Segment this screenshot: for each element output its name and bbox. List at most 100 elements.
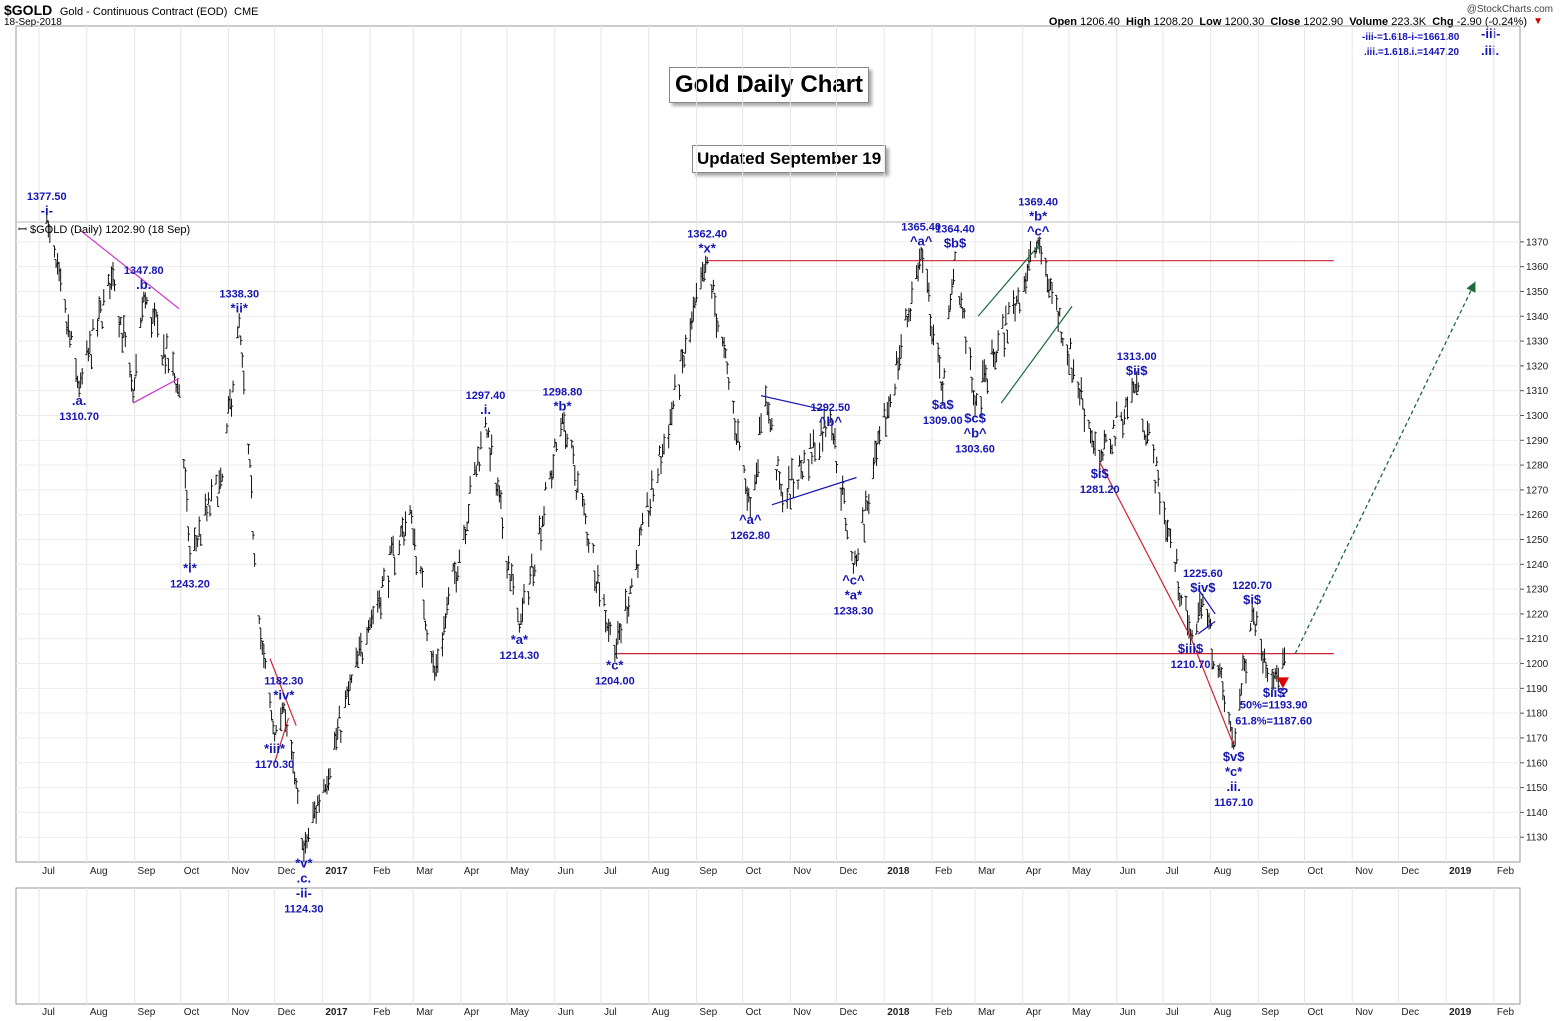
ohlc-bar [630, 578, 634, 589]
ohlc-bar [263, 657, 267, 669]
ohlc-bar [790, 457, 794, 481]
ohlc-bar [306, 827, 311, 842]
ohlc-bar [1044, 257, 1048, 277]
ohlc-bar [861, 507, 865, 523]
ohlc-bar [673, 374, 677, 390]
ohlc-bar [834, 461, 839, 474]
wave-label: ^b^ [963, 426, 987, 441]
ohlc-bar [1270, 668, 1274, 691]
y-tick-label: 1360 [1526, 262, 1549, 273]
close-label: Close [1270, 16, 1301, 28]
ohlc-bar [781, 491, 785, 513]
ohlc-bar [1147, 423, 1151, 436]
ohlc-bar [1265, 667, 1270, 682]
wave-label: .c. [297, 870, 311, 885]
ohlc-bar [379, 597, 383, 620]
ohlc-bar [1011, 290, 1016, 314]
y-tick-label: 1350 [1526, 287, 1549, 298]
ohlc-bar [1184, 595, 1188, 611]
x-tick-label-lower: May [510, 1007, 529, 1018]
x-tick-label-lower: Oct [1307, 1007, 1323, 1018]
ohlc-bar [597, 581, 602, 607]
ohlc-bar [1027, 249, 1031, 271]
ohlc-bar [1101, 451, 1105, 461]
wave-label: $iv$ [1190, 580, 1216, 595]
x-tick-label: Jun [1120, 866, 1136, 877]
ohlc-bar [1264, 661, 1268, 679]
ohlc-bar [1165, 519, 1170, 542]
ohlc-bar [904, 308, 908, 321]
ohlc-bar [1176, 581, 1180, 601]
ohlc-bar [640, 512, 645, 526]
wave-label: *iv* [273, 687, 295, 702]
ohlc-bar [63, 299, 67, 313]
wave-label: 1298.80 [543, 386, 583, 398]
x-tick-label: Jul [604, 866, 617, 877]
ohlc-bar [131, 388, 135, 403]
x-tick-label: Oct [746, 866, 762, 877]
ohlc-bar [882, 402, 886, 418]
wave-label: 1220.70 [1232, 580, 1272, 592]
ohlc-bar [680, 349, 685, 374]
ohlc-bar [1141, 418, 1145, 433]
contract-name: Gold - Continuous Contract (EOD) [59, 6, 228, 18]
x-tick-label-lower: Mar [416, 1007, 434, 1018]
ohlc-bar [257, 615, 261, 624]
wave-annotations: 1377.50-i-.a.1310.701347.80.b.1338.30*ii… [27, 191, 1312, 915]
close-value: 1202.90 [1303, 16, 1344, 28]
chart-date: 18-Sep-2018 [4, 17, 62, 28]
ohlc-bar [410, 509, 414, 524]
ohlc-bar [714, 313, 719, 339]
ohlc-bar [1249, 623, 1253, 632]
x-tick-label: Sep [699, 866, 717, 877]
trendline [1190, 636, 1235, 746]
x-tick-label: Oct [1307, 866, 1323, 877]
ohlc-bar [1059, 331, 1063, 344]
ohlc-bar [386, 575, 391, 598]
x-tick-label: Aug [90, 866, 108, 877]
ohlc-bar [724, 347, 728, 359]
ohlc-bar [119, 316, 123, 326]
ohlc-bar [1067, 353, 1071, 375]
wave-label: 1369.40 [1018, 196, 1058, 208]
ohlc-bar [774, 469, 779, 481]
ohlc-bar [400, 517, 404, 538]
x-tick-label-lower: 2018 [887, 1007, 910, 1018]
ohlc-bar [799, 460, 803, 479]
ohlc-bar [1239, 683, 1243, 696]
ohlc-bar [979, 396, 983, 418]
trendline [760, 395, 828, 412]
x-tick-label: Nov [1355, 866, 1373, 877]
ohlc-bar [662, 433, 666, 455]
ohlc-bar [856, 548, 860, 561]
ohlc-bar [974, 393, 979, 406]
ohlc-bar [356, 650, 360, 669]
ohlc-bar [1047, 278, 1051, 299]
ohlc-bar [898, 345, 902, 370]
ohlc-bar [628, 585, 632, 595]
ohlc-bar [382, 567, 386, 582]
ohlc-bar [1253, 623, 1257, 636]
y-tick-label: 1340 [1526, 312, 1549, 323]
ohlc-bar [645, 492, 649, 508]
wave-label: 1210.70 [1171, 659, 1211, 671]
x-tick-label: Feb [935, 866, 953, 877]
ohlc-bar [177, 384, 181, 398]
ohlc-bar [337, 705, 341, 719]
ohlc-bar [985, 378, 989, 394]
ohlc-bar [583, 513, 588, 525]
x-tick-label: Jun [558, 866, 574, 877]
ohlc-bar [667, 425, 671, 449]
ohlc-bar [507, 555, 511, 571]
ohlc-bar [445, 596, 449, 616]
ohlc-bar [80, 367, 84, 385]
ohlc-bar [413, 528, 417, 551]
ohlc-bar [842, 487, 846, 504]
wave-label: 1313.00 [1117, 351, 1157, 363]
trendline [1099, 461, 1192, 638]
ohlc-bar [1121, 420, 1125, 439]
ohlc-bar [260, 640, 264, 656]
wave-label: 1214.30 [500, 650, 540, 662]
ohlc-bar [156, 314, 160, 338]
ohlc-bar [246, 443, 251, 455]
